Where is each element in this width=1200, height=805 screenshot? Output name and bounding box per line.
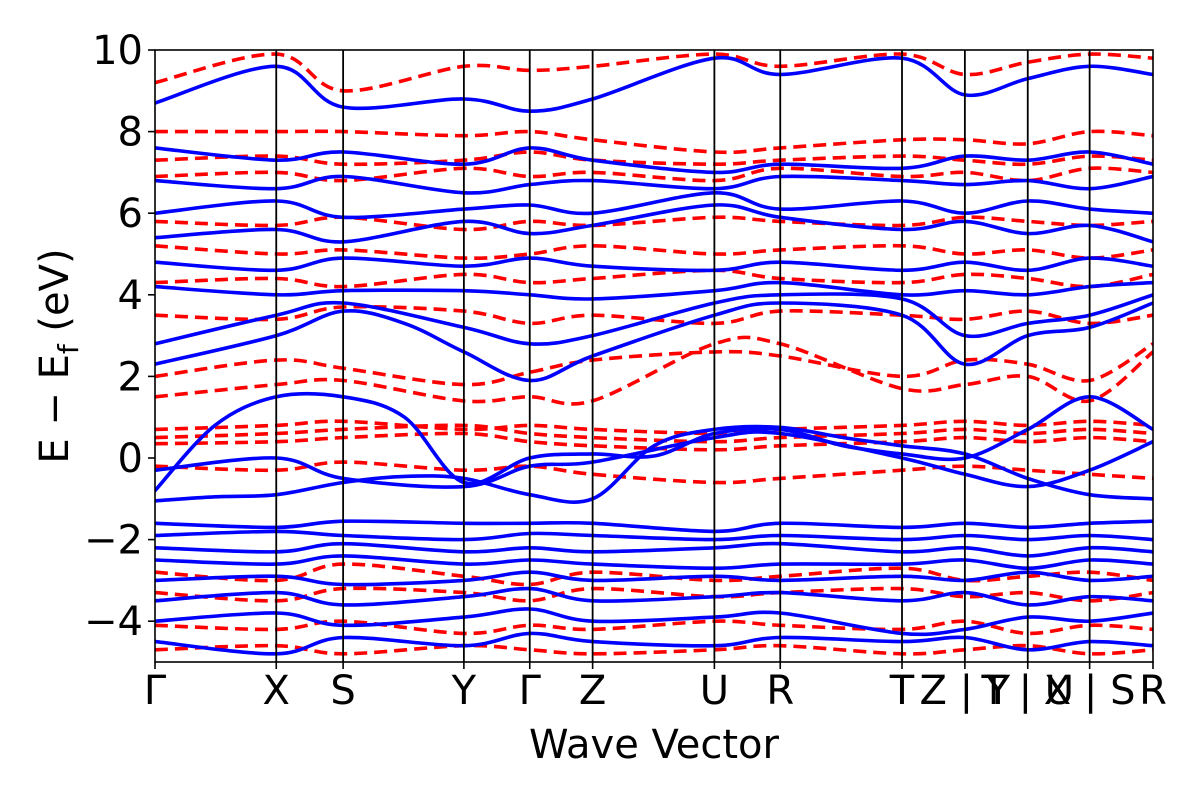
solid-band-6 bbox=[155, 554, 1153, 570]
dashed-band-14 bbox=[155, 562, 1153, 587]
y-axis-label: E − Ef (eV) bbox=[32, 248, 85, 463]
y-tick-label-5: 0 bbox=[118, 436, 143, 482]
solid-band-1 bbox=[155, 391, 1153, 493]
y-axis-label-main: E − E bbox=[32, 354, 78, 464]
x-tick-label-5: Z bbox=[579, 668, 606, 714]
dashed-band-16 bbox=[155, 619, 1153, 636]
x-tick-label-9: Z | Y bbox=[920, 668, 1011, 714]
solid-band-17 bbox=[155, 174, 1153, 195]
y-tick-label-7: −4 bbox=[84, 599, 143, 645]
k-point-lines bbox=[275, 50, 1091, 662]
x-tick-label-3: Y bbox=[451, 668, 477, 714]
y-tick-label-4: 2 bbox=[118, 354, 143, 400]
dashed-band-12 bbox=[155, 129, 1153, 155]
y-tick-label-1: 8 bbox=[118, 110, 143, 156]
dashed-band-15 bbox=[155, 586, 1153, 603]
y-tick-label-0: 10 bbox=[92, 28, 143, 74]
dashed-band-17 bbox=[155, 643, 1153, 656]
dashed-band-8 bbox=[155, 243, 1153, 261]
solid-band-16 bbox=[155, 190, 1153, 220]
x-tick-label-7: R bbox=[766, 668, 794, 714]
dashed-band-13 bbox=[155, 52, 1153, 93]
solid-band-9 bbox=[155, 607, 1153, 637]
solid-band-0 bbox=[155, 424, 1153, 504]
dashed-band-11 bbox=[155, 150, 1153, 167]
x-tick-label-1: X bbox=[263, 668, 290, 714]
x-tick-label-0: Γ bbox=[144, 668, 167, 714]
x-tick-label-4: Γ bbox=[519, 668, 542, 714]
solid-band-13 bbox=[155, 280, 1153, 301]
bands-layer bbox=[155, 52, 1153, 656]
dashed-band-7 bbox=[155, 268, 1153, 289]
x-tick-label-12: R bbox=[1139, 668, 1167, 714]
dashed-band-1 bbox=[155, 419, 1153, 436]
x-tick-label-2: S bbox=[330, 668, 355, 714]
x-axis-label: Wave Vector bbox=[529, 722, 780, 768]
y-axis-label-unit: (eV) bbox=[32, 248, 78, 344]
solid-band-10 bbox=[155, 631, 1153, 656]
solid-band-5 bbox=[155, 541, 1153, 558]
y-tick-label-3: 4 bbox=[118, 273, 143, 319]
y-tick-label-2: 6 bbox=[118, 191, 143, 237]
dashed-band-5 bbox=[155, 460, 1153, 485]
x-tick-label-11: X | S bbox=[1044, 668, 1136, 714]
y-tick-label-6: −2 bbox=[84, 518, 143, 564]
plot-frame bbox=[154, 49, 1154, 663]
solid-band-18 bbox=[155, 146, 1153, 175]
solid-band-7 bbox=[155, 570, 1153, 587]
x-tick-label-10: T | U bbox=[980, 668, 1074, 714]
x-tick-label-8: T bbox=[889, 668, 915, 714]
solid-band-3 bbox=[155, 519, 1153, 534]
dashed-band-4 bbox=[155, 342, 1153, 387]
solid-band-19 bbox=[155, 55, 1153, 113]
x-tick-label-6: U bbox=[700, 668, 729, 714]
solid-band-8 bbox=[155, 586, 1153, 607]
y-axis-ticks: 10 8 6 4 2 0 −2 −4 bbox=[84, 28, 155, 645]
y-axis-label-sub: f bbox=[52, 343, 85, 354]
dashed-band-2 bbox=[155, 431, 1153, 452]
solid-band-4 bbox=[155, 529, 1153, 542]
